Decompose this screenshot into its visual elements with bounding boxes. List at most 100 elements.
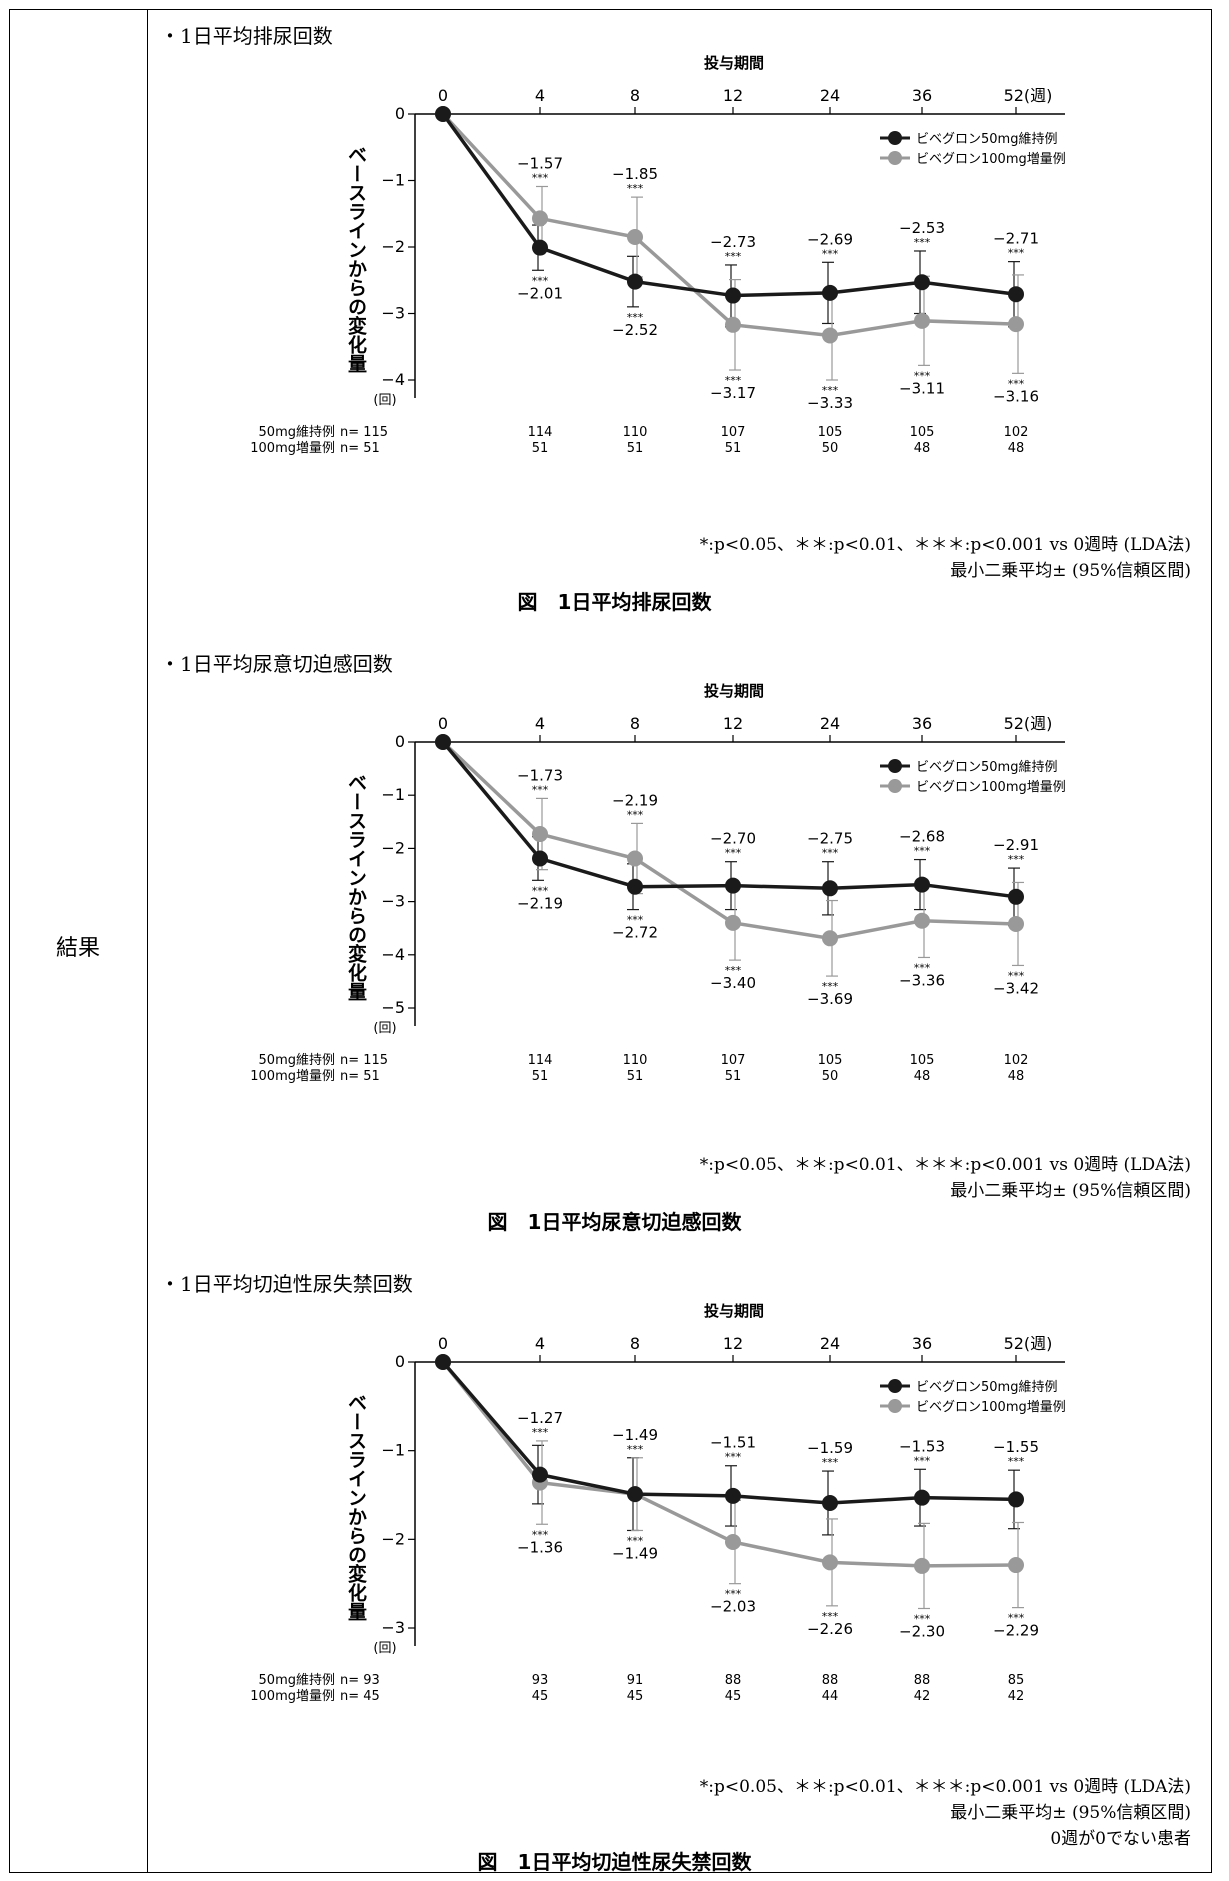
y-axis-label: ベースラインからの変化量 [345, 145, 367, 373]
chart-1-footnote-1: *:p<0.05、＊＊:p<0.01、＊＊＊:p<0.001 vs 0週時 (L… [699, 535, 1191, 555]
sig-label-s1-6: *** [1008, 377, 1025, 390]
chart-daily-urge-incontinence: 投与期間 0 4 8 12 24 36 52(週) 0 −1 −2 −3 (回) ベースラインからの変化量… [250, 1302, 1066, 1704]
n-value-1-4: 50 [822, 1069, 839, 1084]
sig-label-s0-5: *** [914, 1454, 931, 1467]
chart-2-footnote-2: 最小二乗平均± (95%信頼区間) [950, 1181, 1191, 1201]
data-point-s1-3 [725, 914, 741, 931]
n-row-label-0: 50mg維持例 [259, 425, 335, 440]
n-value-1-2: 51 [627, 1069, 644, 1084]
x-tick-label-4: 24 [820, 714, 840, 733]
sig-label-s1-5: *** [914, 1612, 931, 1625]
sig-label-s0-1: *** [532, 884, 549, 897]
data-label-s1-1: −1.73 [517, 766, 563, 784]
data-label-s1-1: −1.57 [517, 154, 563, 172]
n-row-prefix-0: n= 115 [340, 425, 388, 440]
n-value-0-6: 102 [1004, 425, 1029, 440]
n-row-prefix-0: n= 115 [340, 1053, 388, 1068]
section-title-1: ・1日平均排尿回数 [160, 24, 333, 48]
data-label-s0-5: −2.53 [899, 219, 945, 237]
data-label-s0-5: −1.53 [899, 1437, 945, 1455]
y-tick-label-2: −2 [381, 1529, 405, 1548]
sig-label-s1-3: *** [725, 1588, 742, 1601]
x-axis-title: 投与期間 [704, 682, 764, 700]
data-point-s1-1 [532, 826, 548, 843]
data-point-s1-5 [914, 912, 930, 929]
sig-label-s0-6: *** [1008, 853, 1025, 866]
legend-label-1: ビベグロン100mg増量例 [916, 780, 1066, 795]
x-tick-label-3: 12 [723, 1334, 743, 1353]
data-label-s0-4: −2.69 [807, 230, 853, 248]
sig-label-s0-4: *** [822, 847, 839, 860]
n-value-0-1: 114 [528, 425, 553, 440]
legend-label-0: ビベグロン50mg維持例 [916, 1380, 1057, 1395]
y-tick-label-4: −4 [381, 370, 405, 389]
n-value-0-4: 105 [818, 425, 843, 440]
n-value-1-5: 48 [914, 1069, 931, 1084]
n-value-0-6: 85 [1008, 1673, 1025, 1688]
data-label-s1-3: −3.40 [710, 974, 756, 992]
n-row-label-1: 100mg増量例 [250, 441, 335, 456]
data-point-s0-0 [435, 106, 451, 122]
legend-marker-1 [888, 1399, 902, 1413]
section-title-3: ・1日平均切迫性尿失禁回数 [160, 1272, 413, 1296]
sig-label-s1-5: *** [914, 961, 931, 974]
data-point-s0-3 [725, 1487, 741, 1504]
data-point-s1-5 [914, 1557, 930, 1574]
data-point-s0-5 [914, 876, 930, 893]
data-label-s1-3: −2.03 [710, 1598, 756, 1616]
sig-label-s1-4: *** [822, 1610, 839, 1623]
data-point-s1-2 [627, 229, 643, 246]
x-tick-label-6: 52(週) [1004, 86, 1053, 105]
y-axis-label: ベースラインからの変化量 [345, 773, 367, 1001]
sig-label-s0-3: *** [725, 1451, 742, 1464]
legend-marker-0 [888, 759, 902, 773]
x-tick-label-1: 4 [535, 714, 545, 733]
y-tick-label-3: −3 [381, 304, 405, 323]
y-tick-label-2: −2 [381, 838, 405, 857]
n-row-label-1: 100mg増量例 [250, 1069, 335, 1084]
sig-label-s1-3: *** [725, 374, 742, 387]
data-label-s0-1: −1.27 [517, 1409, 563, 1427]
data-point-s0-0 [435, 1354, 451, 1370]
n-value-0-5: 105 [910, 1053, 935, 1068]
data-label-s1-6: −3.42 [993, 979, 1039, 997]
data-point-s0-2 [627, 1486, 643, 1503]
row-label: 結果 [55, 936, 100, 961]
data-label-s1-4: −2.26 [807, 1620, 853, 1638]
sig-label-s1-3: *** [725, 964, 742, 977]
data-point-s0-4 [822, 284, 838, 301]
chart-1-footnote-2: 最小二乗平均± (95%信頼区間) [950, 561, 1191, 581]
data-label-s0-2: −1.49 [612, 1426, 658, 1444]
data-point-s0-1 [532, 239, 548, 256]
legend-label-1: ビベグロン100mg増量例 [916, 1400, 1066, 1415]
x-tick-label-3: 12 [723, 714, 743, 733]
legend-marker-1 [888, 151, 902, 165]
sig-label-s1-6: *** [1008, 969, 1025, 982]
y-tick-label-5: −5 [381, 998, 405, 1017]
data-label-s0-1: −2.19 [517, 894, 563, 912]
data-point-s1-6 [1008, 1557, 1024, 1574]
y-unit-label: (回) [373, 1021, 396, 1036]
data-label-s1-6: −3.16 [993, 387, 1039, 405]
data-label-s1-2: −1.49 [612, 1544, 658, 1562]
table-frame [9, 9, 1212, 1873]
n-row-label-0: 50mg維持例 [259, 1673, 335, 1688]
y-tick-label-2: −2 [381, 237, 405, 256]
x-tick-label-5: 36 [912, 714, 932, 733]
data-label-s0-1: −2.01 [517, 284, 563, 302]
legend-marker-1 [888, 779, 902, 793]
sig-label-s1-6: *** [1008, 1612, 1025, 1625]
data-label-s1-5: −2.30 [899, 1622, 945, 1640]
chart-2-caption: 図 1日平均尿意切迫感回数 [487, 1210, 742, 1234]
n-value-1-1: 51 [532, 1069, 549, 1084]
sig-label-s0-5: *** [914, 845, 931, 858]
data-point-s0-1 [532, 850, 548, 867]
data-point-s1-4 [822, 327, 838, 344]
data-point-s0-5 [914, 274, 930, 291]
legend-marker-0 [888, 1379, 902, 1393]
data-point-s0-4 [822, 880, 838, 897]
sig-label-s0-4: *** [822, 247, 839, 260]
data-point-s0-6 [1008, 888, 1024, 905]
data-label-s1-5: −3.36 [899, 971, 945, 989]
